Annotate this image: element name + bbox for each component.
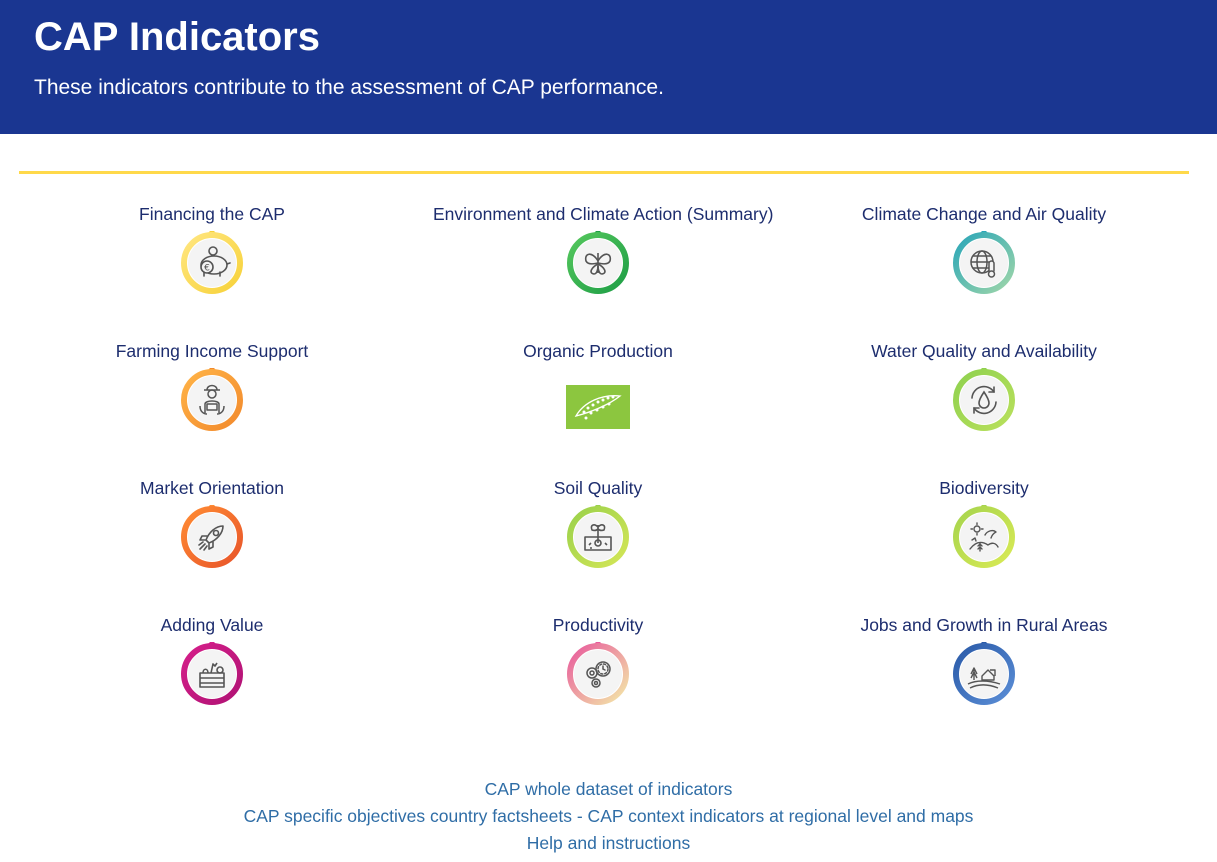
indicator-label: Financing the CAP <box>139 204 285 224</box>
gears-clock-icon <box>566 642 630 706</box>
indicator-label: Soil Quality <box>553 478 643 498</box>
accent-divider <box>19 171 1189 174</box>
indicator-label: Farming Income Support <box>115 341 309 361</box>
header-banner: CAP Indicators These indicators contribu… <box>0 0 1217 134</box>
footer-links: CAP whole dataset of indicators CAP spec… <box>0 776 1217 857</box>
indicator-climate-change-and-air-quality[interactable]: Climate Change and Air Quality <box>819 203 1149 327</box>
butterfly-icon <box>566 231 630 295</box>
indicator-label: Organic Production <box>523 341 673 361</box>
indicator-label: Adding Value <box>160 615 264 635</box>
indicator-jobs-and-growth-in-rural-areas[interactable]: Jobs and Growth in Rural Areas <box>819 614 1149 738</box>
rocket-icon <box>180 505 244 569</box>
indicator-environment-and-climate-action[interactable]: Environment and Climate Action (Summary) <box>433 203 774 327</box>
indicator-label: Market Orientation <box>140 478 284 498</box>
indicator-organic-production[interactable]: Organic Production <box>433 340 763 464</box>
eu-organic-leaf-logo <box>566 368 630 432</box>
indicator-label: Climate Change and Air Quality <box>861 204 1107 224</box>
produce-crate-icon <box>180 642 244 706</box>
rural-farm-icon <box>952 642 1016 706</box>
farmer-icon <box>180 368 244 432</box>
indicator-adding-value[interactable]: Adding Value <box>47 614 377 738</box>
indicator-productivity[interactable]: Productivity <box>433 614 763 738</box>
indicator-biodiversity[interactable]: Biodiversity <box>819 477 1149 601</box>
biodiversity-landscape-icon <box>952 505 1016 569</box>
indicator-market-orientation[interactable]: Market Orientation <box>47 477 377 601</box>
globe-thermometer-icon <box>952 231 1016 295</box>
indicator-financing-the-cap[interactable]: Financing the CAP € <box>47 203 377 327</box>
indicator-farming-income-support[interactable]: Farming Income Support <box>47 340 377 464</box>
link-help-and-instructions[interactable]: Help and instructions <box>526 833 691 853</box>
indicator-label: Jobs and Growth in Rural Areas <box>860 615 1108 635</box>
indicator-water-quality-and-availability[interactable]: Water Quality and Availability <box>819 340 1149 464</box>
page-title: CAP Indicators <box>34 15 320 59</box>
page-subtitle: These indicators contribute to the asses… <box>34 76 664 99</box>
piggy-bank-euro-icon: € <box>180 231 244 295</box>
indicator-label: Water Quality and Availability <box>871 341 1097 361</box>
link-country-factsheets-regional-maps[interactable]: CAP specific objectives country factshee… <box>243 806 974 826</box>
indicator-label: Biodiversity <box>939 478 1029 498</box>
indicator-label: Productivity <box>552 615 644 635</box>
water-drop-cycle-icon <box>952 368 1016 432</box>
link-cap-whole-dataset[interactable]: CAP whole dataset of indicators <box>484 779 733 799</box>
svg-text:€: € <box>204 264 210 274</box>
indicator-label: Environment and Climate Action (Summary) <box>433 204 774 224</box>
sprout-soil-icon <box>566 505 630 569</box>
indicator-soil-quality[interactable]: Soil Quality <box>433 477 763 601</box>
